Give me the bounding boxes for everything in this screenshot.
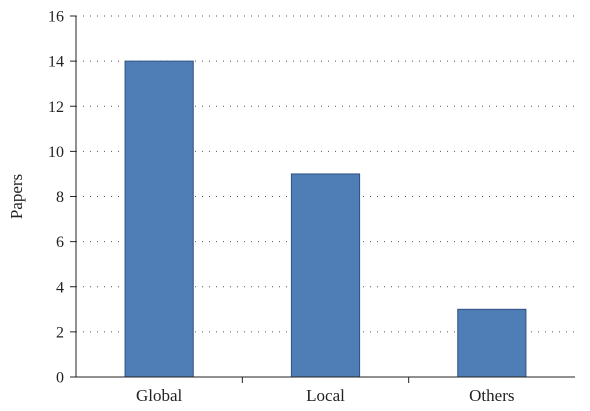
y-tick-label-0: 0 (56, 370, 64, 387)
y-tick-label-14: 14 (48, 54, 64, 71)
y-tick-label-12: 12 (48, 99, 64, 116)
y-tick-label-10: 10 (48, 144, 64, 161)
y-axis-title: Papers (7, 174, 26, 219)
y-tick-label-2: 2 (56, 324, 64, 341)
bars (124, 60, 527, 378)
y-ticks: 0 2 4 6 8 10 12 14 16 (48, 9, 76, 387)
y-tick-label-16: 16 (48, 9, 64, 26)
x-tick-label-global: Global (136, 386, 183, 405)
x-tick-label-others: Others (469, 386, 514, 405)
y-tick-label-4: 4 (56, 279, 64, 296)
x-ticks: Global Local Others (136, 377, 514, 405)
bar-local (290, 173, 361, 378)
x-tick-label-local: Local (306, 386, 345, 405)
y-tick-label-6: 6 (56, 234, 64, 251)
bar-others (457, 308, 527, 378)
bar-global (124, 60, 194, 378)
y-tick-label-8: 8 (56, 189, 64, 206)
